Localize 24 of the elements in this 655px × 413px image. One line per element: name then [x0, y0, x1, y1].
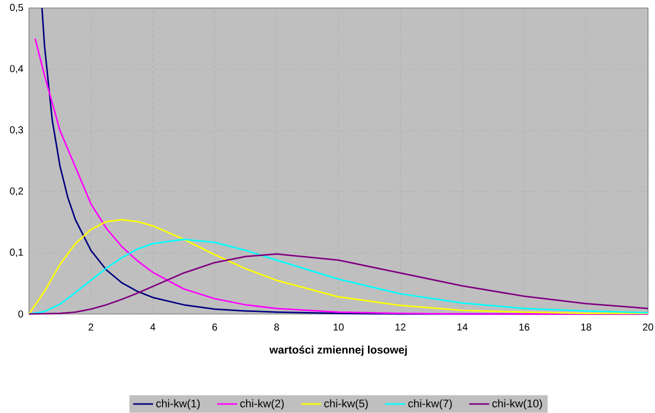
- x-tick-label: 6: [212, 324, 218, 331]
- x-tick-label: 16: [519, 324, 530, 331]
- legend-label: chi-kw(5): [324, 399, 368, 410]
- y-tick-label: 0,5: [10, 4, 24, 12]
- x-axis-title: wartości zmiennej losowej: [269, 345, 407, 356]
- line-series: [28, 219, 649, 315]
- legend-label: chi-kw(7): [408, 399, 452, 410]
- x-tick-label: 14: [458, 324, 468, 330]
- legend-label: chi-kw(1): [156, 399, 200, 410]
- y-tick-label: 0,2: [10, 187, 23, 196]
- y-tick-label: 0,4: [10, 65, 24, 74]
- x-tick-label: 2: [88, 324, 94, 331]
- y-tick-label: 0,1: [10, 248, 23, 257]
- x-tick-label: 18: [581, 324, 592, 331]
- legend-label: chi-kw(2): [240, 399, 284, 410]
- x-tick-label: 10: [334, 324, 344, 331]
- legend-label: chi-kw(10): [492, 399, 542, 410]
- x-tick-label: 12: [396, 324, 406, 331]
- line-series: [28, 253, 649, 315]
- x-tick-label: 8: [274, 324, 279, 331]
- x-tick-label: 4: [150, 324, 156, 330]
- y-tick-label: 0: [18, 310, 24, 318]
- y-tick-label: 0,3: [10, 126, 24, 135]
- x-tick-label: 20: [642, 324, 654, 331]
